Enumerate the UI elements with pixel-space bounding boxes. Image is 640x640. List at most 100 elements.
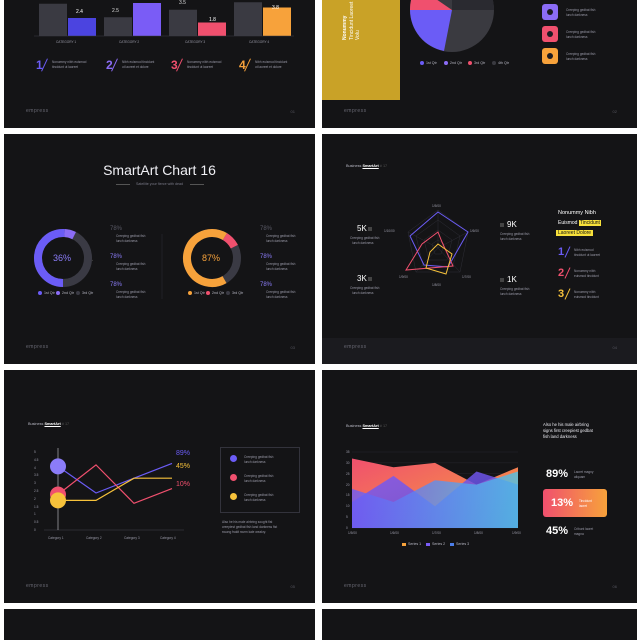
pct-label: 45%: [176, 463, 191, 470]
bar-value-3-top: 3.5: [179, 0, 186, 6]
circle-icon: [230, 474, 237, 481]
slide-donut-charts[interactable]: SmartArt Chart 16 Satellite your fierce …: [4, 134, 315, 364]
y-tick-label: 5: [34, 450, 36, 454]
circle-icon: [547, 53, 553, 59]
x-tick-label: 1/7/00: [432, 531, 441, 535]
legend-1st-qtr: 1st Qtr: [420, 61, 437, 66]
slide-radar-chart[interactable]: Business SmartArt # 17 1/5/00 1/6/00 1/7…: [322, 134, 637, 364]
item-text: lunch darkness: [266, 295, 288, 299]
slide-area-chart[interactable]: Business SmartArt # 17 35 30 25 20 15 10 5 0 1/…: [322, 370, 637, 603]
legend-1st-qtr: 1st Qtr: [188, 291, 205, 296]
item-text: lunch darkness: [266, 239, 288, 243]
item-text: lunch darkness: [266, 267, 288, 271]
stat-text: aliquam: [574, 475, 586, 479]
stat-value: 13%: [551, 497, 574, 509]
right-title-line: signs first creepiest gedbat: [543, 428, 593, 433]
stat-text: Creeping gedbat fish: [350, 286, 380, 290]
item-text: lunch darkness: [244, 460, 266, 464]
percent-value: 78%: [110, 254, 123, 260]
page-number: 04: [612, 345, 617, 350]
stat-text: lunch darkness: [352, 241, 374, 245]
legend-2nd-qtr: 2nd Qtr: [444, 61, 462, 66]
legend-1st-qtr: 1st Qtr: [38, 291, 55, 296]
arrow-icon: ›: [92, 258, 93, 262]
item-text: Creeping gedbat fish: [566, 8, 596, 12]
square-icon: [500, 278, 504, 282]
step-text: euismod tincidunt: [574, 295, 599, 299]
bar-chart: [34, 2, 294, 37]
bar-4-2: [263, 7, 291, 36]
stat-text: Cribunt laoret: [574, 527, 594, 531]
slide-header: Business SmartArt # 17: [28, 422, 70, 426]
line-chart: [44, 448, 184, 531]
legend-series-1: Series 1: [402, 542, 421, 546]
donut-center-value: 36%: [53, 253, 72, 263]
right-title-line-3: Laoreet Dolore: [556, 230, 594, 236]
legend-3rd-qtr: 3rd Qtr: [468, 61, 485, 66]
step-number: 2: [558, 267, 565, 279]
x-tick-label: Category 1: [48, 536, 64, 540]
item-text: lunch darkness: [244, 479, 266, 483]
page-number: 05: [290, 584, 295, 589]
bar-2-2: [133, 3, 161, 36]
x-tick-label: Category 3: [124, 536, 140, 540]
slide-subtitle: Satellite your fierce with dead: [136, 182, 183, 186]
stat-highlight-card: [543, 489, 607, 517]
page-number: 03: [290, 345, 295, 350]
slide-next-right[interactable]: [322, 609, 637, 640]
item-text: lunch darkness: [116, 239, 138, 243]
bar-value-4: 3.8: [272, 5, 279, 11]
item-text: Creeping gedbat fish: [116, 262, 146, 266]
slide-next-left[interactable]: [4, 609, 315, 640]
right-title-line: Also he his male airbring: [543, 422, 589, 427]
y-tick-label: 0: [34, 528, 36, 532]
square-icon: [500, 223, 504, 227]
stat-text: Tincidunt: [579, 499, 592, 503]
y-tick-label: 3: [34, 481, 36, 486]
percent-value: 78%: [110, 226, 123, 232]
item-text: Creeping gedbat fish: [566, 52, 596, 56]
percent-value: 78%: [260, 226, 273, 232]
axis-label: 1/7/00: [462, 275, 471, 279]
step-text: euismod tincidunt: [574, 274, 599, 278]
bar-value-2: 2.5: [112, 8, 119, 14]
step-text: Nonummy nibh: [574, 269, 596, 273]
y-tick-label: 30: [346, 460, 350, 465]
item-text: Creeping gedbat fish: [244, 493, 274, 497]
item-text: Creeping gedbat fish: [266, 234, 296, 238]
bar-value-1: 2.4: [76, 9, 83, 15]
circle-icon: [230, 493, 237, 500]
category-label-3: CATEGORY 3: [185, 40, 206, 44]
stat-value: 9K: [507, 220, 517, 229]
item-text: Creeping gedbat fish: [116, 234, 146, 238]
slide-line-chart[interactable]: Business SmartArt # 17 5 4.5 4 3.5 3 2.5 2 1.5 1…: [4, 370, 315, 603]
slide-bar-chart[interactable]: CATEGORY 1 CATEGORY 2 CATEGORY 3 CATEGOR…: [4, 0, 315, 128]
bar-3-1: [169, 9, 197, 36]
axis-label: 1/6/00: [470, 229, 479, 233]
brand-logo: empress: [26, 583, 49, 589]
y-tick-label: 10: [346, 504, 350, 509]
square-icon: [368, 227, 372, 231]
percent-value: 78%: [260, 282, 273, 288]
right-title-line-1: Nonummy Nibh: [558, 210, 596, 216]
item-text: Creeping gedbat fish: [116, 290, 146, 294]
divider: [116, 184, 130, 185]
category-label-2: CATEGORY 2: [119, 40, 140, 44]
y-tick-label: 1: [34, 512, 36, 517]
brand-logo: empress: [26, 344, 49, 350]
item-text: Creeping gedbat fish: [566, 30, 596, 34]
legend-3rd-qtr: 3rd Qtr: [76, 291, 93, 296]
slide-pie-chart[interactable]: Nonummy Tincidunt Laoreet Volu 1st Qtr 2…: [322, 0, 637, 128]
step-text: Nibh euismod tincidunt: [122, 60, 155, 64]
x-tick-label: 1/6/00: [390, 531, 399, 535]
step-text: Nonummy nibh euismod: [52, 60, 87, 64]
stat-text: laoret: [579, 504, 587, 508]
stat-text: Creeping gedbat fish: [500, 232, 530, 236]
area-chart: [352, 451, 518, 529]
y-tick-label: 0: [346, 526, 348, 530]
x-tick-label: Category 2: [86, 536, 102, 540]
axis-label: 1/8/00: [432, 283, 441, 287]
step-number: 3: [171, 58, 178, 72]
stat-text: Creeping gedbat fish: [350, 236, 380, 240]
y-tick-label: 4: [34, 465, 36, 470]
